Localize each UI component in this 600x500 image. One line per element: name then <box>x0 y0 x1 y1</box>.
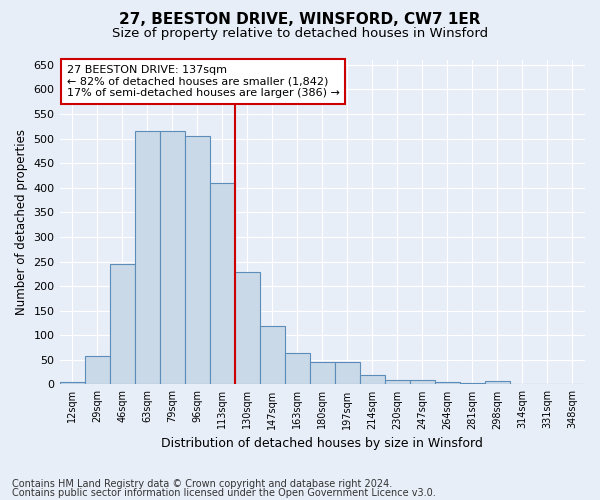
Text: 27 BEESTON DRIVE: 137sqm
← 82% of detached houses are smaller (1,842)
17% of sem: 27 BEESTON DRIVE: 137sqm ← 82% of detach… <box>67 65 340 98</box>
Text: Contains public sector information licensed under the Open Government Licence v3: Contains public sector information licen… <box>12 488 436 498</box>
Bar <box>160 132 185 384</box>
Bar <box>385 380 410 384</box>
Bar <box>335 362 360 384</box>
Bar <box>85 356 110 384</box>
X-axis label: Distribution of detached houses by size in Winsford: Distribution of detached houses by size … <box>161 437 483 450</box>
Bar <box>310 362 335 384</box>
Text: 27, BEESTON DRIVE, WINSFORD, CW7 1ER: 27, BEESTON DRIVE, WINSFORD, CW7 1ER <box>119 12 481 28</box>
Bar <box>485 381 510 384</box>
Bar <box>110 264 134 384</box>
Bar <box>185 136 209 384</box>
Bar <box>285 354 310 384</box>
Bar <box>410 380 435 384</box>
Bar <box>59 382 85 384</box>
Text: Contains HM Land Registry data © Crown copyright and database right 2024.: Contains HM Land Registry data © Crown c… <box>12 479 392 489</box>
Bar <box>435 382 460 384</box>
Bar <box>209 183 235 384</box>
Bar <box>235 272 260 384</box>
Bar <box>134 132 160 384</box>
Y-axis label: Number of detached properties: Number of detached properties <box>15 129 28 315</box>
Text: Size of property relative to detached houses in Winsford: Size of property relative to detached ho… <box>112 28 488 40</box>
Bar <box>360 374 385 384</box>
Bar <box>260 326 285 384</box>
